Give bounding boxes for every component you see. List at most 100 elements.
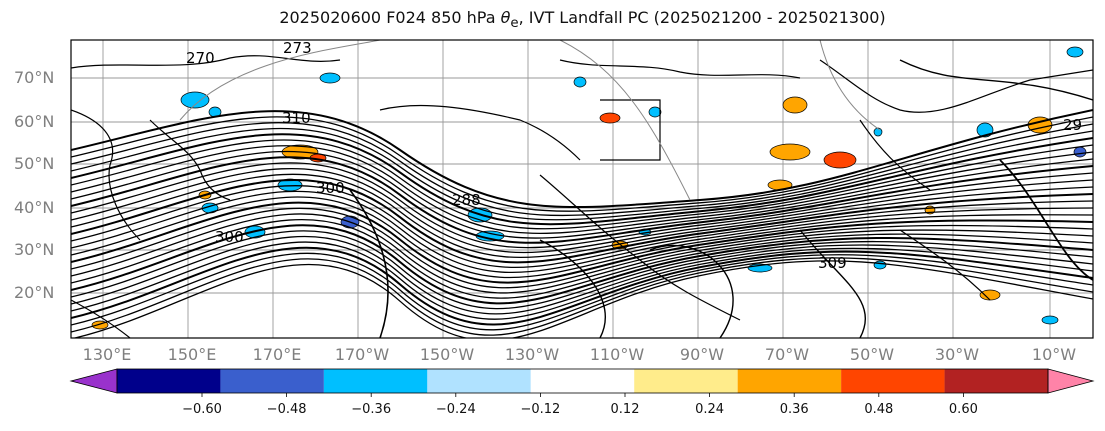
colorbar [69,368,1095,397]
coastline [71,55,341,69]
theta-e-contour [71,235,1093,315]
contour-label: 288 [452,191,481,209]
lon-label: 150°W [419,345,475,364]
lon-label: 90°W [679,345,725,364]
colorbar-tick-label: 0.48 [864,402,894,417]
theta-e-contour [71,122,1093,217]
colorbar-tick-label: 0.24 [695,402,725,417]
theta-e-contour [71,139,1093,230]
lat-label: 30°N [14,240,55,259]
lon-label: 170°W [334,345,390,364]
theta-e-contour [71,150,1093,239]
theta-e-contour [349,189,389,338]
theta-e-contour [71,224,1093,305]
colorbar-segment [220,369,324,393]
colorbar-frame [116,368,1049,394]
map-title: 2025020600 F024 850 hPa θe, IVT Landfall… [0,8,1105,31]
colorbar-tick-label: 0.36 [779,402,809,417]
lat-label: 20°N [14,283,55,302]
colorbar-tick-label: −0.48 [266,402,307,417]
theta-e-contour [71,230,1093,310]
colorbar-segment [427,369,531,393]
theta-e-contour [71,219,1093,299]
theta-e-contour [71,201,1093,284]
colorbar-segment [530,369,635,393]
lat-label: 50°N [14,154,55,173]
contour-label: 270 [186,49,215,67]
theta-e-contour [71,178,1093,264]
ivt-pc-region [1066,46,1084,58]
region-outline [559,40,691,201]
theta-e-contour [71,257,1093,336]
region-outline [179,40,381,121]
theta-e-contour [71,116,1093,212]
theta-e-contour [71,167,1093,254]
theta-e-contour [71,145,1093,235]
theta-e-contour [71,241,1093,320]
ivt-pc-region [1073,146,1087,158]
theta-e-contour [71,156,1093,244]
colorbar-segment [944,369,1048,393]
theta-e-contour [71,185,1093,269]
colorbar-segment [841,369,945,393]
colorbar-extend-high [1047,368,1095,394]
colorbar-segment [323,369,428,393]
map-frame [70,39,1094,339]
colorbar-segment [634,369,738,393]
coastline [819,59,1093,113]
ivt-pc-region [319,72,341,84]
ivt-pc-region [573,76,587,88]
contour-label: 300 [215,228,244,246]
theta-e-contour [72,260,1093,338]
title-suffix: , IVT Landfall PC (2025021200 - 20250213… [518,8,886,27]
ivt-pc-region [648,106,662,118]
ivt-pc-region [769,143,811,161]
ivt-pc-region [979,289,1001,301]
colorbar-tick-label: −0.12 [520,402,561,417]
theta-e-contour [539,239,606,338]
title-theta-sub: e [510,16,519,32]
theta-e-contour [799,229,866,338]
theta-e-contour [71,196,1093,279]
ivt-pc-region [823,151,857,169]
coastline [559,59,801,79]
map-panel [71,40,1093,338]
lon-label: 130°E [82,345,132,364]
colorbar-tick-label: −0.24 [435,402,476,417]
colorbar-segment [117,369,221,393]
contour-label: 300 [316,179,345,197]
ivt-pc-shading [91,46,1087,330]
ivt-pc-region [1041,315,1059,325]
contour-label: 309 [818,254,847,272]
theta-e-contours [71,40,1093,338]
coastline [379,104,581,161]
lon-label: 30°W [934,345,980,364]
theta-e-contour [71,252,1093,331]
colorbar-tick-label: −0.36 [351,402,392,417]
lon-label: 10°W [1031,345,1077,364]
region-outline [819,40,881,131]
theta-e-contour [71,213,1093,294]
lon-label: 130°W [504,345,560,364]
theta-e-contour [71,246,1093,326]
colorbar-extend-low [69,368,118,394]
ivt-pc-region [873,260,887,270]
theta-e-contour [899,59,1093,101]
colorbar-tick-label: 0.60 [948,402,978,417]
theta-e-contour [71,190,1093,274]
colorbar-segment [737,369,842,393]
lon-label: 170°E [252,345,302,364]
theta-e-contour [71,162,1093,249]
lat-label: 40°N [14,198,55,217]
lon-label: 110°W [589,345,645,364]
lon-label: 50°W [849,345,895,364]
ivt-pc-region [180,91,210,109]
theta-e-contour [71,173,1093,258]
lon-label: 70°W [764,345,810,364]
theta-e-contour [71,133,1093,226]
contour-labels: 270 273 310 300 288 300 309 29 [186,40,1082,272]
ivt-pc-region [599,112,621,124]
theta-e-contour [71,127,1093,221]
contour-label: 310 [282,109,311,127]
